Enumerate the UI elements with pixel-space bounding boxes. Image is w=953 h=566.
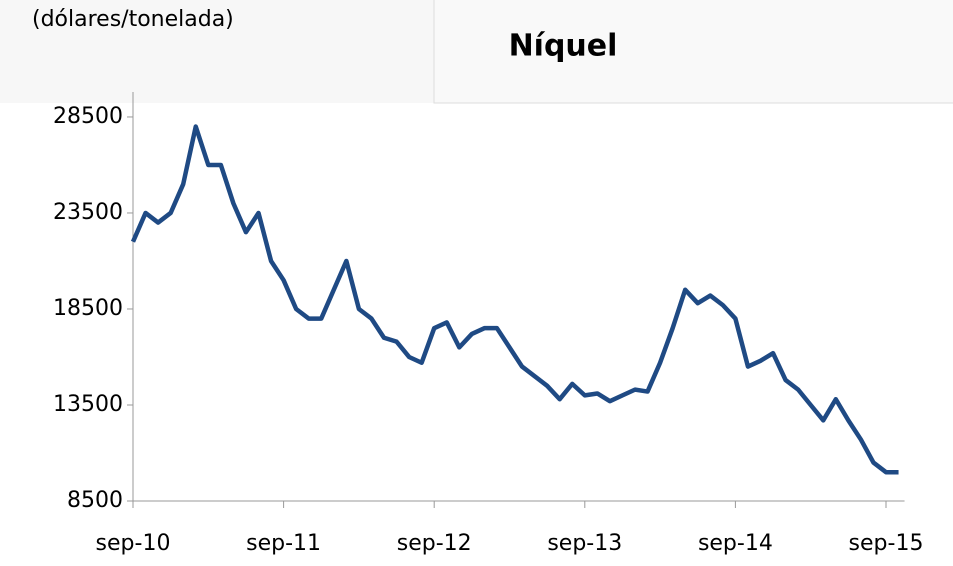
- title-box: [433, 0, 953, 104]
- y-tick-label: 23500: [53, 200, 123, 225]
- x-tick-label: sep-15: [849, 531, 924, 556]
- line-series: [130, 124, 899, 475]
- chart-title: Níquel: [509, 29, 618, 64]
- y-tick-label: 8500: [67, 488, 123, 513]
- x-tick-label: sep-14: [698, 531, 773, 556]
- x-tick-label: sep-10: [96, 531, 171, 556]
- y-tick-label: 28500: [53, 104, 123, 129]
- y-tick-label: 13500: [53, 392, 123, 417]
- subtitle: (dólares/tonelada): [32, 7, 234, 32]
- x-tick-label: sep-11: [246, 531, 321, 556]
- x-tick-label: sep-13: [547, 531, 622, 556]
- y-tick-label: 18500: [53, 296, 123, 321]
- x-tick-label: sep-12: [397, 531, 472, 556]
